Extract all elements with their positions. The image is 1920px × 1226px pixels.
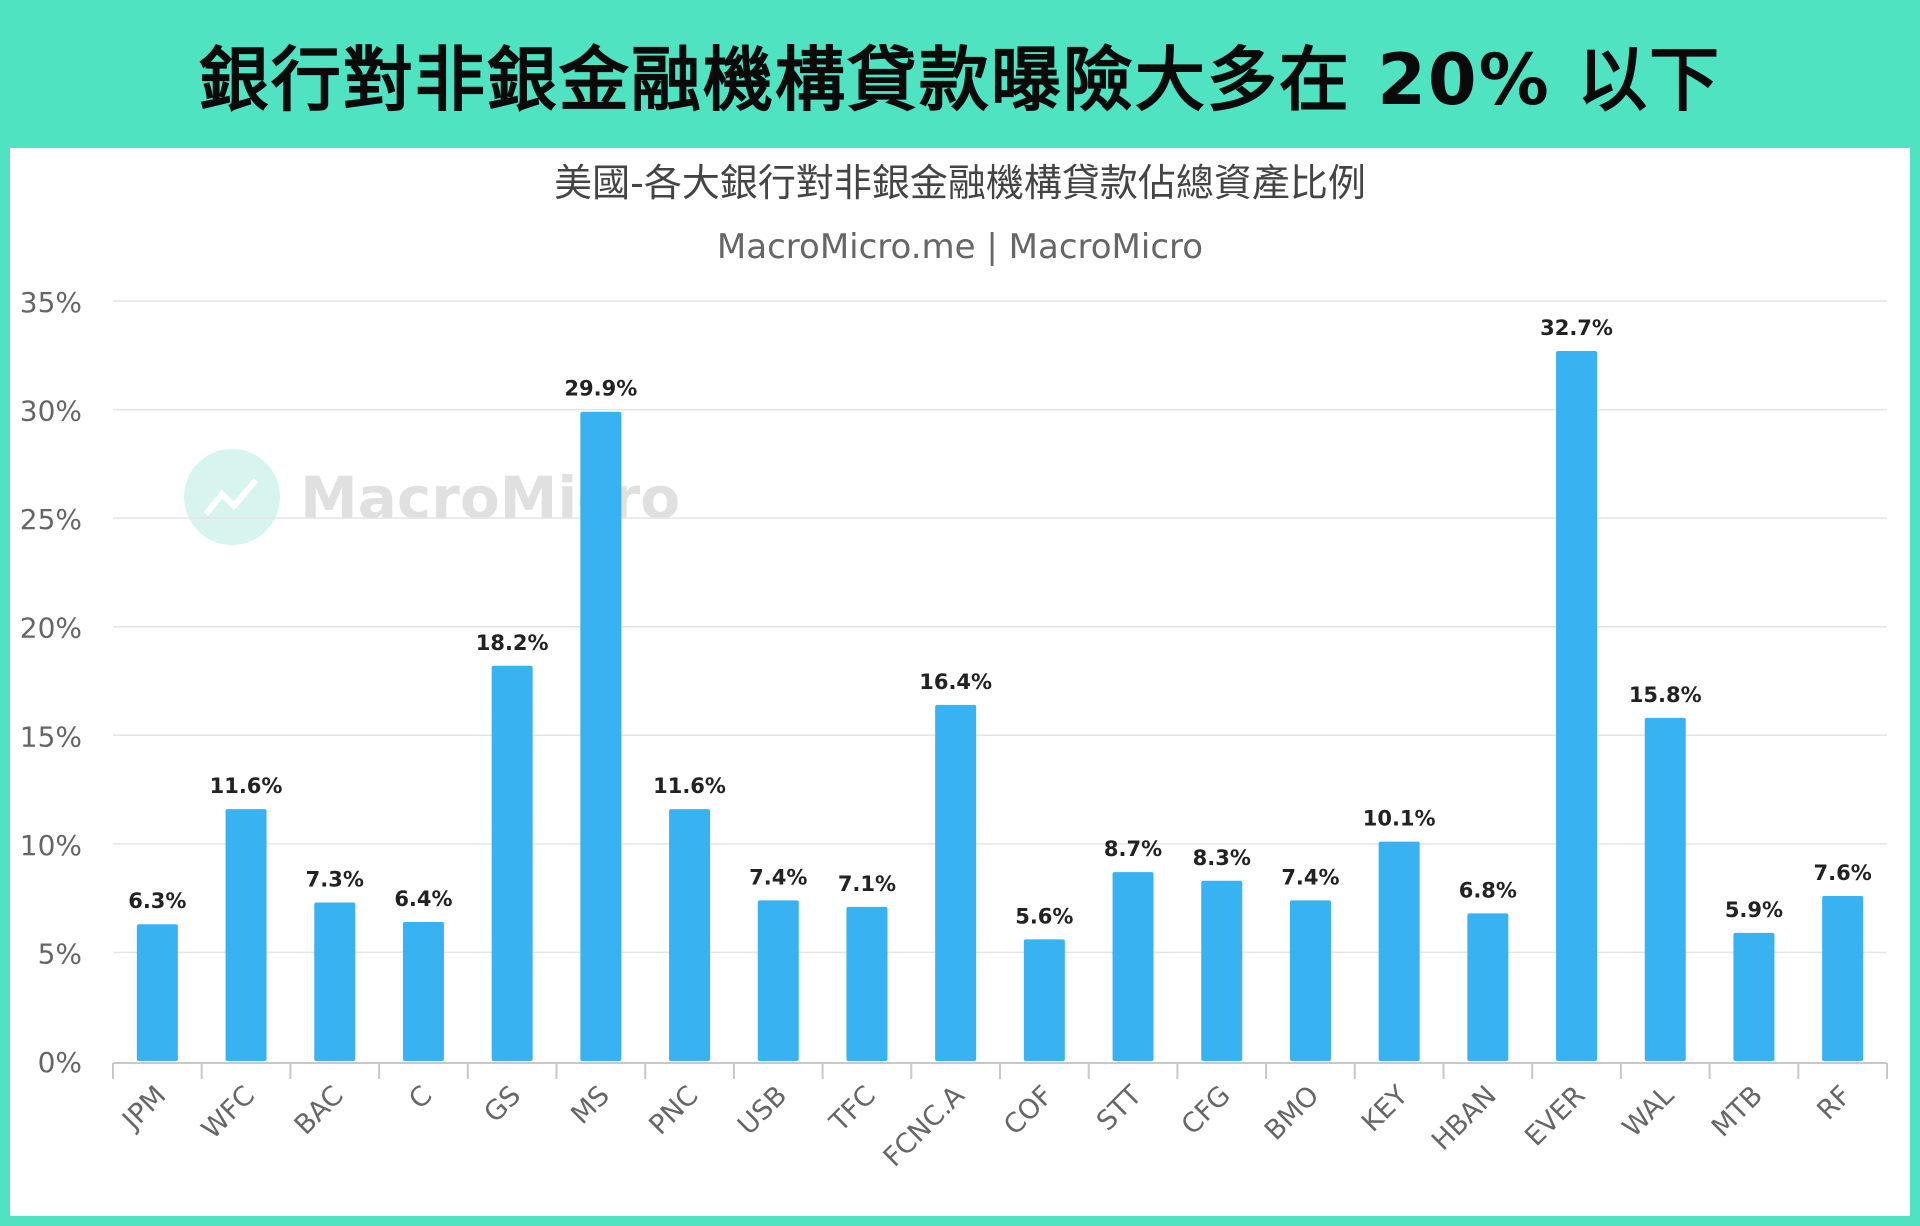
x-tick-label: PNC — [643, 1080, 704, 1141]
bar-tfc — [846, 906, 888, 1061]
x-tick-label: COF — [998, 1080, 1059, 1141]
bar-value-label: 18.2% — [476, 631, 549, 655]
bar-value-label: 11.6% — [653, 774, 726, 798]
y-tick-label: 15% — [20, 720, 82, 753]
bar-value-label: 32.7% — [1540, 316, 1613, 340]
bar-cfg — [1201, 880, 1243, 1061]
macromicro-logo-icon — [184, 449, 280, 545]
watermark-text: MacroMicro — [300, 464, 680, 532]
x-tick-label: MTB — [1706, 1080, 1769, 1143]
x-tick-label: EVER — [1519, 1080, 1591, 1152]
chart-panel: MacroMicro 美國-各大銀行對非銀金融機構貸款佔總資產比例 MacroM… — [10, 148, 1910, 1216]
x-tick-label: TFC — [823, 1080, 882, 1139]
bar-fcnca — [935, 704, 977, 1061]
y-tick-label: 10% — [20, 829, 82, 862]
bar-c — [402, 922, 444, 1061]
x-tick-label: GS — [478, 1080, 527, 1129]
bar-value-label: 11.6% — [210, 774, 283, 798]
y-tick-label: 30% — [20, 395, 82, 428]
x-tick-label: CFG — [1176, 1080, 1237, 1141]
bar-value-label: 7.4% — [1281, 865, 1339, 889]
y-tick-label: 0% — [38, 1046, 82, 1079]
bar-wal — [1644, 717, 1686, 1061]
bar-ms — [580, 411, 622, 1061]
bar-value-label: 7.4% — [749, 865, 807, 889]
y-axis: 0% 5% 10% 15% 20% 25% 30% 35% — [20, 286, 82, 1079]
x-tick-label: USB — [732, 1080, 793, 1141]
bar-stt — [1112, 872, 1154, 1061]
chart-subtitle: MacroMicro.me | MacroMicro — [717, 227, 1203, 267]
header-title: 銀行對非銀金融機構貸款曝險大多在 20% 以下 — [198, 38, 1722, 121]
bar-value-label: 5.6% — [1015, 904, 1073, 928]
x-tick-label: RF — [1811, 1080, 1857, 1126]
bar-value-label: 6.8% — [1459, 878, 1517, 902]
x-tick-label: JPM — [115, 1080, 172, 1137]
bar-value-label: 5.9% — [1725, 898, 1783, 922]
y-tick-label: 20% — [20, 612, 82, 645]
bar-mtb — [1733, 932, 1775, 1061]
bars — [136, 350, 1864, 1061]
bar-value-label: 10.1% — [1363, 807, 1436, 831]
bar-value-label: 6.3% — [128, 889, 186, 913]
grid — [113, 300, 1887, 954]
logo-line-icon — [203, 478, 259, 516]
bar-value-label: 8.3% — [1193, 846, 1251, 870]
x-tick-label: BAC — [289, 1080, 350, 1141]
bar-value-label: 7.1% — [838, 872, 896, 896]
bar-value-label: 15.8% — [1629, 683, 1702, 707]
value-labels: 6.3% 11.6% 7.3% 6.4% 18.2% 29.9% 11.6% 7.4% 7.1%… — [128, 316, 1872, 928]
bar-gs — [491, 665, 533, 1061]
bar-pnc — [669, 809, 711, 1061]
x-tick-label: KEY — [1356, 1080, 1415, 1139]
y-tick-label: 35% — [20, 286, 82, 319]
x-tick-label: WFC — [196, 1080, 261, 1145]
x-tick-label: FCNC.A — [878, 1080, 971, 1173]
bar-value-label: 7.3% — [306, 867, 364, 891]
x-tick-label: MS — [565, 1080, 616, 1131]
bar-key — [1378, 841, 1420, 1061]
y-tick-label: 5% — [38, 937, 82, 970]
x-tick-label: HBAN — [1426, 1080, 1503, 1157]
x-tick-label: BMO — [1259, 1080, 1326, 1147]
x-tick-label: WAL — [1617, 1080, 1680, 1143]
x-tick-label: STT — [1091, 1080, 1148, 1137]
bar-value-label: 29.9% — [564, 377, 637, 401]
chart-title: 美國-各大銀行對非銀金融機構貸款佔總資產比例 — [554, 161, 1366, 205]
bar-chart: MacroMicro 美國-各大銀行對非銀金融機構貸款佔總資產比例 MacroM… — [20, 161, 1888, 1173]
bar-ever — [1556, 350, 1598, 1061]
bar-cof — [1023, 939, 1065, 1061]
bar-bac — [314, 902, 356, 1061]
bar-hban — [1467, 913, 1509, 1061]
bar-rf — [1822, 895, 1864, 1061]
bar-value-label: 8.7% — [1104, 837, 1162, 861]
bar-jpm — [136, 924, 178, 1061]
bar-wfc — [225, 809, 267, 1061]
bar-value-label: 7.6% — [1814, 861, 1872, 885]
y-tick-label: 25% — [20, 503, 82, 536]
bar-value-label: 6.4% — [394, 887, 452, 911]
bar-value-label: 16.4% — [919, 670, 992, 694]
bar-usb — [757, 900, 799, 1061]
x-tick-label: C — [403, 1080, 438, 1115]
bar-bmo — [1289, 900, 1331, 1061]
